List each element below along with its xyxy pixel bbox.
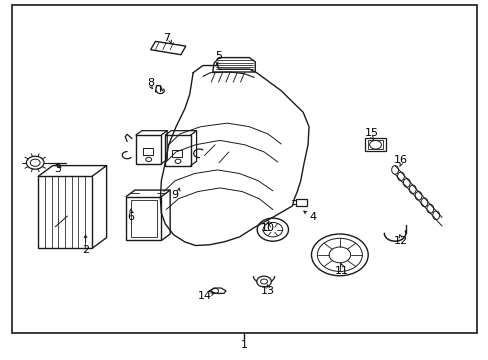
Text: 13: 13 xyxy=(261,286,274,296)
Bar xyxy=(367,140,383,149)
Text: 3: 3 xyxy=(54,164,61,174)
Text: 15: 15 xyxy=(364,128,378,138)
Text: 8: 8 xyxy=(147,78,154,88)
Bar xyxy=(126,197,161,240)
Text: 1: 1 xyxy=(241,340,247,350)
Bar xyxy=(172,150,182,157)
Bar xyxy=(165,135,190,166)
Bar xyxy=(143,148,153,155)
Text: 6: 6 xyxy=(127,212,134,222)
Text: 7: 7 xyxy=(163,33,169,43)
Bar xyxy=(130,200,157,237)
Text: 9: 9 xyxy=(171,190,178,200)
Text: 4: 4 xyxy=(309,212,316,222)
Text: 10: 10 xyxy=(261,222,274,233)
Text: 5: 5 xyxy=(215,51,222,61)
Text: 14: 14 xyxy=(198,291,212,301)
Bar xyxy=(38,176,92,248)
Text: 12: 12 xyxy=(393,236,407,246)
Text: 2: 2 xyxy=(82,245,89,255)
Text: 11: 11 xyxy=(335,266,348,276)
Bar xyxy=(136,135,161,164)
Text: 16: 16 xyxy=(393,155,407,165)
Bar xyxy=(364,138,386,151)
